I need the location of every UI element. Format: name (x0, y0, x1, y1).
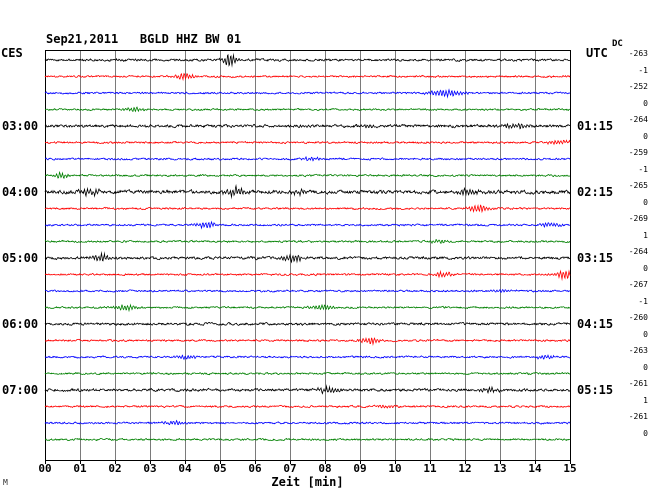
dc-value: -1 (638, 164, 648, 174)
x-tick-label: 05 (213, 462, 227, 475)
x-tick-label: 08 (318, 462, 332, 475)
dc-value: -265 (628, 181, 648, 190)
x-tick-label: 09 (353, 462, 367, 475)
dc-value: -263 (628, 49, 648, 58)
dc-value: 1 (643, 230, 648, 240)
dc-value: -264 (628, 115, 648, 124)
dc-value: 0 (643, 428, 648, 438)
x-tick-label: 06 (248, 462, 262, 475)
left-hour-label: 07:00 (2, 383, 39, 397)
dc-value: 0 (643, 98, 648, 108)
x-tick-label: 15 (563, 462, 577, 475)
x-axis-title: Zeit [min] (271, 475, 344, 489)
dc-value: 0 (643, 362, 648, 372)
right-hour-label: 05:15 (577, 383, 614, 397)
corner-mark: M (3, 478, 8, 487)
dc-value: 0 (643, 131, 648, 141)
x-tick-label: 07 (283, 462, 297, 475)
right-timezone-label: UTC (586, 46, 608, 60)
left-hour-label: 04:00 (2, 185, 39, 199)
dc-value: -269 (628, 214, 648, 223)
dc-value: 0 (643, 329, 648, 339)
dc-value: -267 (628, 280, 648, 289)
right-hour-label: 02:15 (577, 185, 614, 199)
x-tick-label: 00 (38, 462, 52, 475)
dc-value: -1 (638, 296, 648, 306)
x-tick-label: 13 (493, 462, 507, 475)
left-hour-label: 03:00 (2, 119, 39, 133)
left-hour-label: 06:00 (2, 317, 39, 331)
right-hour-label: 04:15 (577, 317, 614, 331)
dc-value: 0 (643, 197, 648, 207)
x-tick-label: 14 (528, 462, 542, 475)
x-tick-label: 12 (458, 462, 472, 475)
x-tick-label: 10 (388, 462, 402, 475)
dc-value: -261 (628, 379, 648, 388)
x-tick-label: 01 (73, 462, 87, 475)
right-hour-label: 03:15 (577, 251, 614, 265)
dc-header: DC (612, 39, 623, 49)
dc-value: -1 (638, 65, 648, 75)
x-tick-label: 02 (108, 462, 122, 475)
dc-value: -252 (628, 82, 648, 91)
x-tick-label: 03 (143, 462, 157, 475)
dc-value: 0 (643, 263, 648, 273)
plot-title: Sep21,2011 BGLD HHZ BW 01 (46, 32, 242, 46)
x-tick-label: 11 (423, 462, 437, 475)
right-hour-label: 01:15 (577, 119, 614, 133)
dc-value: -260 (628, 313, 648, 322)
left-hour-label: 05:00 (2, 251, 39, 265)
dc-value: -263 (628, 346, 648, 355)
dc-value: -264 (628, 247, 648, 256)
dc-value: -259 (628, 148, 648, 157)
left-timezone-label: CES (1, 46, 23, 60)
dc-value: 1 (643, 395, 648, 405)
dc-value: -261 (628, 412, 648, 421)
x-tick-label: 04 (178, 462, 192, 475)
